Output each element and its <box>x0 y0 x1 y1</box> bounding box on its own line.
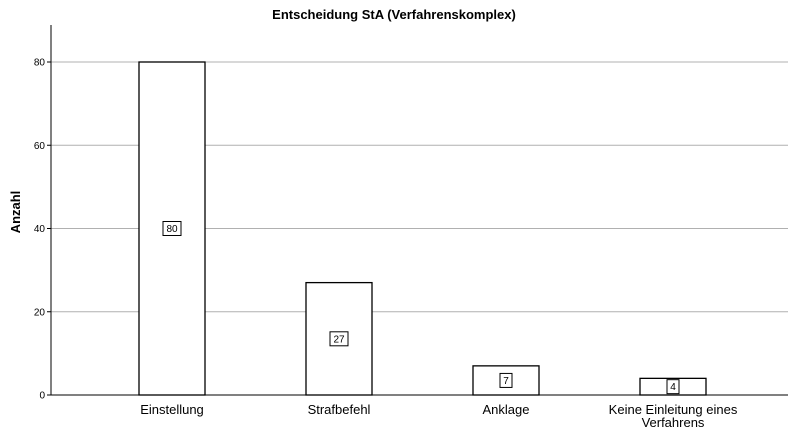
y-tick-label: 0 <box>39 391 45 402</box>
data-label-box <box>329 331 349 347</box>
data-label-box <box>162 221 182 236</box>
x-tick-label: Anklage <box>483 402 530 417</box>
data-label: 27 <box>333 334 345 345</box>
x-tick-label: Verfahrens <box>642 415 705 430</box>
y-tick-label: 60 <box>34 141 46 152</box>
y-tick-label: 20 <box>34 307 46 318</box>
y-axis-title: Anzahl <box>8 191 23 234</box>
x-tick-labels: Einstellung Strafbefehl Anklage Keine Einle… <box>140 402 738 430</box>
data-label-box <box>666 379 680 395</box>
bars: 80 27 7 4 <box>138 61 707 396</box>
data-label: 7 <box>503 376 509 387</box>
data-label-box <box>499 372 513 388</box>
data-label: 80 <box>166 224 178 235</box>
x-tick-label: Strafbefehl <box>308 402 371 417</box>
y-tick-label: 40 <box>34 224 46 235</box>
data-label: 4 <box>670 382 676 393</box>
x-tick-label: Einstellung <box>140 402 204 417</box>
chart-title: Entscheidung StA (Verfahrenskomplex) <box>272 7 516 22</box>
y-tick-label: 80 <box>34 58 46 69</box>
y-ticks: 0 20 40 60 80 <box>34 58 51 402</box>
x-tick-label: Keine Einleitung eines <box>609 402 738 417</box>
